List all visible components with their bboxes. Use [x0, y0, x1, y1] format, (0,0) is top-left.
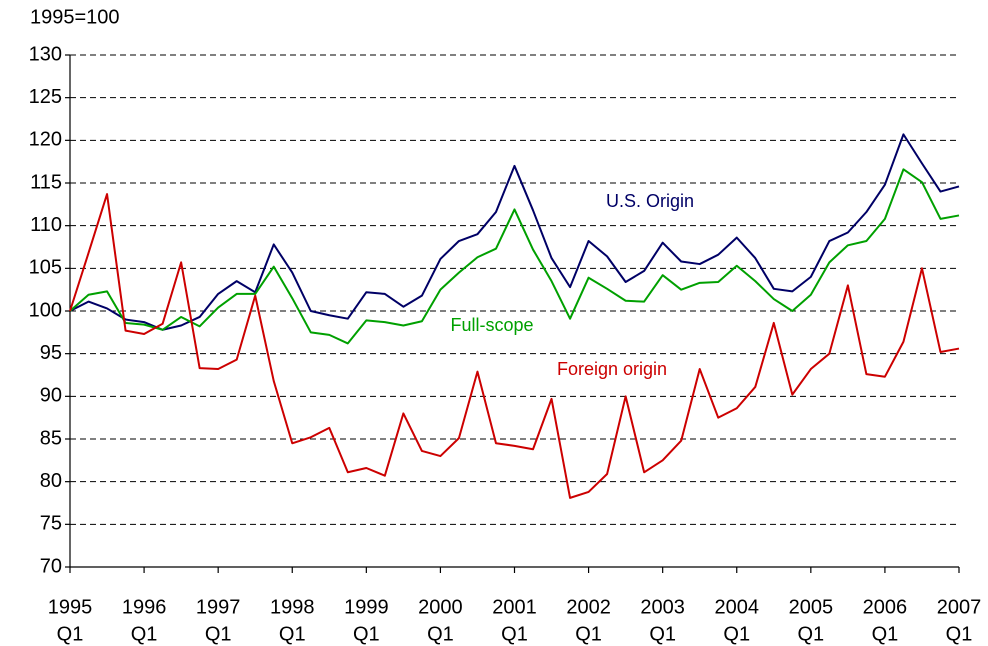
x-tick-label: 1998: [270, 596, 315, 618]
y-tick-label: 110: [30, 214, 62, 236]
y-tick-label: 120: [29, 129, 62, 151]
y-tick-label: 115: [30, 171, 62, 193]
x-tick-label: 1995: [48, 596, 93, 618]
x-tick-label: 1996: [122, 596, 167, 618]
series-label: Foreign origin: [557, 359, 667, 379]
x-tick-label: Q1: [131, 623, 158, 645]
y-axis-label: 1995=100: [30, 6, 120, 28]
series-line: [69, 193, 960, 499]
y-tick-label: 85: [40, 427, 62, 449]
y-tick-label: 105: [29, 257, 62, 279]
series-label: Full-scope: [450, 315, 533, 335]
x-tick-label: Q1: [649, 623, 676, 645]
x-tick-label: 2000: [418, 596, 463, 618]
series-label: U.S. Origin: [606, 191, 694, 211]
x-tick-label: 2006: [863, 596, 908, 618]
x-tick-label: Q1: [872, 623, 899, 645]
x-tick-label: Q1: [427, 623, 454, 645]
x-tick-label: Q1: [575, 623, 602, 645]
x-tick-label: 2005: [789, 596, 834, 618]
y-tick-label: 80: [40, 470, 62, 492]
y-tick-label: 125: [29, 86, 62, 108]
x-tick-label: 2007: [937, 596, 982, 618]
x-tick-label: Q1: [946, 623, 973, 645]
x-tick-label: Q1: [57, 623, 84, 645]
x-tick-label: 2002: [566, 596, 611, 618]
x-tick-label: Q1: [723, 623, 750, 645]
series-line: [69, 168, 960, 345]
y-tick-label: 70: [40, 555, 62, 577]
y-tick-label: 95: [40, 342, 62, 364]
x-tick-label: Q1: [279, 623, 306, 645]
series-line: [69, 133, 960, 331]
x-tick-label: 2003: [640, 596, 685, 618]
y-tick-label: 130: [29, 43, 62, 65]
x-tick-label: Q1: [353, 623, 380, 645]
y-tick-label: 90: [40, 385, 62, 407]
x-tick-label: 2001: [492, 596, 537, 618]
x-tick-label: Q1: [205, 623, 232, 645]
y-tick-label: 100: [29, 299, 62, 321]
x-tick-label: 1999: [344, 596, 389, 618]
x-tick-label: 1997: [196, 596, 241, 618]
x-tick-label: Q1: [797, 623, 824, 645]
y-tick-label: 75: [40, 513, 62, 535]
x-tick-label: Q1: [501, 623, 528, 645]
x-tick-label: 2004: [715, 596, 760, 618]
